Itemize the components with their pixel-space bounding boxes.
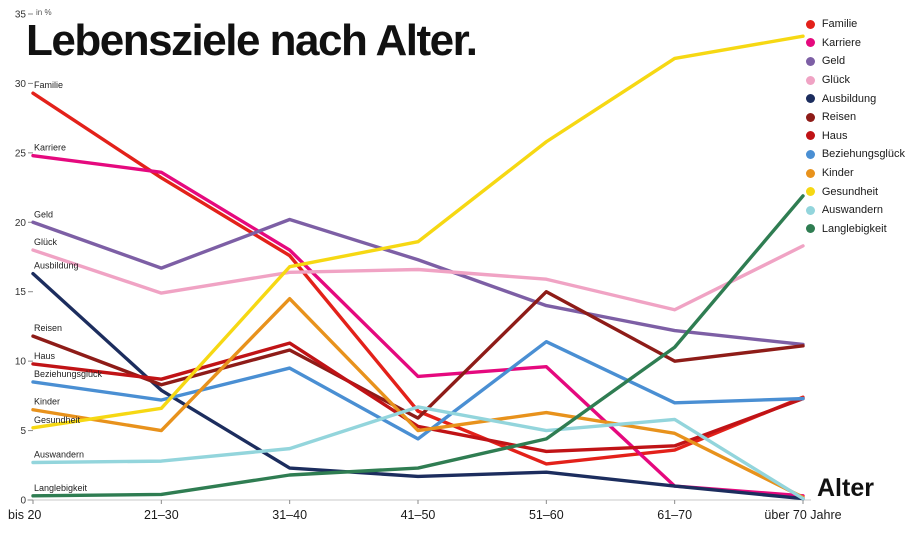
- y-tick-label: 35: [15, 10, 27, 21]
- x-tick-label: über 70 Jahre: [764, 508, 841, 522]
- legend-color-dot: [805, 168, 815, 178]
- legend-color-dot: [805, 38, 815, 48]
- series-line-ausbildung: [31, 271, 805, 501]
- legend-item: Gesundheit: [805, 182, 905, 201]
- x-axis-title: Alter: [817, 474, 874, 502]
- series-line-geld: [31, 217, 805, 347]
- series-line-familie: [31, 91, 805, 466]
- legend-label: Ausbildung: [821, 92, 877, 105]
- series-line-langlebigkeit: [31, 194, 805, 498]
- y-axis-unit-label: in %: [36, 8, 52, 17]
- legend-item: Auswandern: [805, 201, 905, 220]
- legend-label: Familie: [821, 18, 858, 31]
- legend-label: Haus: [821, 129, 848, 142]
- series-start-label: Geld: [34, 209, 53, 219]
- y-tick-label: 15: [15, 287, 27, 298]
- x-tick-label: 51–60: [529, 508, 564, 522]
- legend-color-dot: [805, 56, 815, 66]
- legend-item: Geld: [805, 52, 905, 71]
- series-start-label: Reisen: [34, 323, 62, 333]
- series-line-kinder: [31, 296, 805, 499]
- series-line-haus: [31, 341, 805, 454]
- page-title: Lebensziele nach Alter.: [26, 16, 478, 65]
- x-tick-label: 61–70: [657, 508, 692, 522]
- series-line-beziehungsglck: [31, 340, 805, 441]
- legend-item: Haus: [805, 127, 905, 146]
- series-line-gesundheit: [31, 34, 805, 430]
- legend-color-dot: [805, 19, 815, 29]
- legend-item: Ausbildung: [805, 89, 905, 108]
- legend-item: Karriere: [805, 34, 905, 53]
- series-start-label: Beziehungsglück: [34, 369, 103, 379]
- legend-label: Reisen: [821, 111, 857, 124]
- legend-label: Kinder: [821, 167, 854, 180]
- legend-item: Beziehungsglück: [805, 145, 905, 164]
- x-tick-label: bis 20: [8, 508, 41, 522]
- legend-label: Glück: [821, 74, 850, 87]
- series-start-label: Langlebigkeit: [34, 483, 88, 493]
- series-start-label: Glück: [34, 237, 58, 247]
- legend-color-dot: [805, 75, 815, 85]
- legend-item: Glück: [805, 71, 905, 90]
- legend-label: Karriere: [821, 36, 861, 49]
- y-tick-label: 0: [20, 496, 26, 507]
- legend-item: Familie: [805, 15, 905, 34]
- legend-color-dot: [805, 94, 815, 104]
- x-tick-label: 31–40: [272, 508, 307, 522]
- legend-label: Auswandern: [821, 204, 883, 217]
- y-tick-label: 25: [15, 148, 27, 159]
- legend-color-dot: [805, 149, 815, 159]
- series-start-label: Auswandern: [34, 450, 84, 460]
- series-start-label: Haus: [34, 351, 56, 361]
- legend: Familie Karriere Geld Glück Ausbildung Reisen…: [805, 15, 905, 239]
- series-start-label: Gesundheit: [34, 415, 81, 425]
- series-start-label: Familie: [34, 80, 63, 90]
- series-line-reisen: [31, 290, 805, 420]
- legend-item: Reisen: [805, 108, 905, 127]
- x-tick-label: 21–30: [144, 508, 179, 522]
- y-tick-label: 20: [15, 218, 27, 229]
- y-tick-label: 30: [15, 79, 27, 90]
- series-start-label: Ausbildung: [34, 261, 79, 271]
- legend-label: Gesundheit: [821, 185, 879, 198]
- legend-color-dot: [805, 205, 815, 215]
- series-start-label: Kinder: [34, 397, 60, 407]
- legend-label: Langlebigkeit: [821, 222, 887, 235]
- series-line-glck: [31, 244, 805, 312]
- series-start-label: Karriere: [34, 143, 66, 153]
- x-tick-label: 41–50: [401, 508, 436, 522]
- y-tick-label: 5: [20, 426, 26, 437]
- legend-color-dot: [805, 131, 815, 141]
- legend-label: Geld: [821, 55, 846, 68]
- legend-color-dot: [805, 224, 815, 234]
- legend-item: Langlebigkeit: [805, 220, 905, 239]
- legend-color-dot: [805, 187, 815, 197]
- y-tick-label: 10: [15, 357, 27, 368]
- series-line-auswandern: [31, 405, 805, 501]
- legend-item: Kinder: [805, 164, 905, 183]
- legend-color-dot: [805, 112, 815, 122]
- legend-label: Beziehungsglück: [821, 148, 905, 161]
